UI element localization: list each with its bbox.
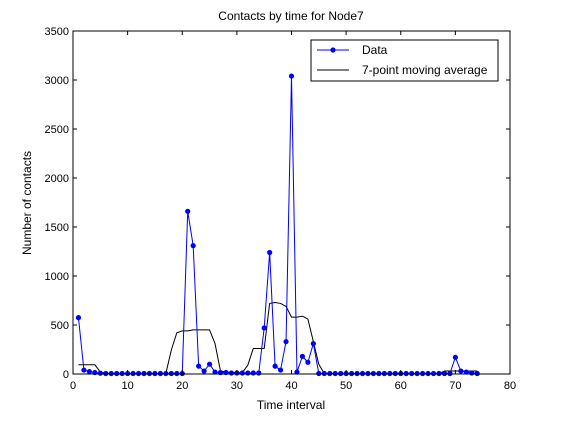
data-point	[81, 367, 87, 373]
data-point	[458, 368, 464, 374]
y-tick-label: 3000	[45, 75, 69, 87]
legend-label-moving-average: 7-point moving average	[362, 63, 488, 77]
x-tick-label: 40	[285, 380, 297, 392]
x-axis-label: Time interval	[257, 398, 325, 412]
data-point	[267, 249, 273, 256]
x-axis-ticks: 0 10 20 30 40 50 60 70 80	[70, 31, 516, 392]
x-tick-label: 60	[395, 380, 407, 392]
y-tick-label: 2500	[45, 124, 69, 136]
chart-title: Contacts by time for Node7	[218, 9, 364, 23]
data-point	[277, 367, 284, 373]
data-point	[239, 370, 245, 376]
x-tick-label: 0	[70, 380, 76, 392]
data-point	[86, 368, 92, 375]
y-axis-label: Number of contacts	[20, 151, 34, 255]
legend-label-data: Data	[362, 43, 388, 57]
y-tick-label: 0	[63, 369, 69, 381]
data-point	[201, 368, 207, 374]
data-point	[97, 370, 103, 376]
x-tick-label: 70	[449, 380, 461, 392]
data-point	[206, 361, 213, 367]
y-tick-label: 1500	[45, 222, 69, 234]
legend: Data 7-point moving average	[310, 39, 499, 82]
data-point	[305, 359, 311, 365]
x-tick-label: 10	[122, 380, 134, 392]
data-point	[463, 369, 469, 375]
legend-box	[310, 39, 499, 82]
y-tick-label: 1000	[45, 271, 69, 283]
y-axis-ticks: 0 500 1000 1500 2000 2500 3000 3500	[45, 26, 510, 381]
x-tick-label: 30	[231, 380, 243, 392]
data-point	[256, 370, 262, 376]
data-point	[310, 341, 316, 347]
y-tick-label: 3500	[45, 26, 69, 38]
data-point	[75, 315, 82, 321]
x-tick-label: 50	[340, 380, 352, 392]
data-point	[196, 363, 202, 369]
data-point	[185, 208, 191, 214]
x-tick-label: 80	[504, 380, 516, 392]
data-point	[228, 370, 235, 376]
y-tick-label: 500	[51, 320, 69, 332]
data-point	[294, 369, 300, 375]
data-point	[245, 370, 251, 376]
data-point	[469, 370, 475, 376]
data-point	[190, 243, 196, 249]
data-point	[452, 354, 458, 360]
legend-data-marker	[330, 47, 336, 53]
data-point	[212, 369, 218, 375]
data-point	[250, 370, 256, 376]
data-point	[272, 363, 278, 369]
y-tick-label: 2000	[45, 173, 69, 185]
data-point	[299, 353, 306, 359]
x-tick-label: 20	[176, 380, 188, 392]
data-point	[261, 325, 267, 331]
data-point	[283, 339, 289, 345]
data-point	[288, 73, 295, 79]
